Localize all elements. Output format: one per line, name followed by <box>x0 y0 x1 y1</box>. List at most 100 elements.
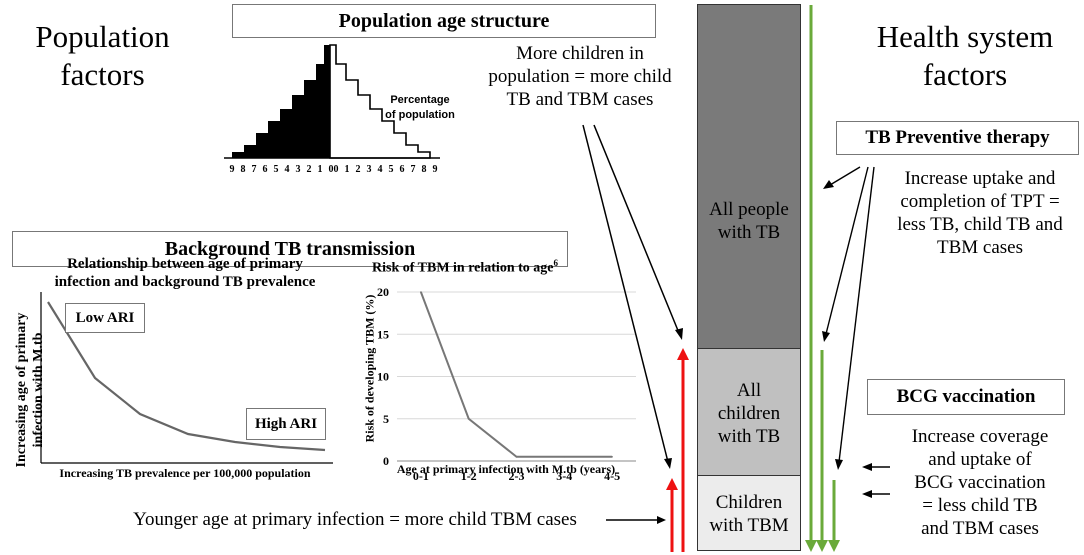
all-people-line1: All people <box>709 199 789 220</box>
children-arrow-to-tbm <box>582 124 669 463</box>
children-population-note: More children in population = more child… <box>468 42 692 111</box>
arrowhead-1 <box>675 328 683 340</box>
tpt-arrow-1 <box>829 166 861 186</box>
green-arrowhead-children <box>816 540 828 552</box>
pyramid-tick: 5 <box>274 164 279 175</box>
chart2-point <box>563 455 566 458</box>
tpt-arrowhead-1 <box>823 180 834 189</box>
pyramid-tick: 1 <box>345 164 350 175</box>
chart1-ylabel-line1: Increasing age of primary <box>14 312 29 468</box>
age-pyramid <box>224 44 440 159</box>
chart2-xtick: 3-4 <box>556 469 572 483</box>
chart2-ytick: 10 <box>377 370 389 384</box>
pyramid-tick: 5 <box>389 164 394 175</box>
chart2-point <box>420 291 422 293</box>
chart2-ytick: 20 <box>377 285 389 299</box>
tpt-text-line2: completion of TPT = <box>900 191 1060 212</box>
children-arrow-to-all-people <box>593 124 680 334</box>
tpt-text: Increase uptake and completion of TPT = … <box>880 167 1080 259</box>
background-transmission-title: Background TB transmission <box>12 231 568 267</box>
chart2-xtick: 1-2 <box>461 469 477 483</box>
chart1-xlabel: Increasing TB prevalence per 100,000 pop… <box>59 466 311 480</box>
children-note-line1: More children in <box>516 43 644 64</box>
all-children-line2: children <box>717 403 781 424</box>
chart2-point <box>611 455 613 458</box>
chart2-title-main: Risk of TBM in relation to age <box>372 260 554 276</box>
chart2-series-line <box>419 291 613 458</box>
pyramid-tick: 6 <box>263 164 268 175</box>
bcg-text-line4: = less child TB <box>922 495 1038 516</box>
bcg-arrowhead-1 <box>862 463 872 471</box>
tpt-title: TB Preventive therapy <box>836 121 1079 155</box>
chart2-ytick: 0 <box>383 454 389 468</box>
children-note-line3: TB and TBM cases <box>506 89 654 110</box>
pyramid-tick: 4 <box>378 164 383 175</box>
chart2-title: Risk of TBM in relation to age6 <box>372 258 602 277</box>
pyramid-tick: 2 <box>356 164 361 175</box>
chart1-title: Relationship between age of primary infe… <box>40 255 330 291</box>
health-system-factors-heading: Health system factors <box>845 18 1084 94</box>
pyramid-tick: 3 <box>296 164 301 175</box>
chart2-ytick: 5 <box>383 412 389 426</box>
pyramid-tick: 6 <box>400 164 405 175</box>
chart2-xtick: 2-3 <box>509 469 525 483</box>
pyramid-tick: 4 <box>285 164 290 175</box>
pyramid-label-2: of population <box>385 109 455 121</box>
pyramid-tick: 3 <box>367 164 372 175</box>
bcg-text-line3: BCG vaccination <box>914 472 1046 493</box>
chart1-axes <box>40 292 333 464</box>
pyramid-tick: 8 <box>422 164 427 175</box>
tpt-arrow-2 <box>825 166 869 335</box>
pyramid-tick: 0 <box>329 164 334 175</box>
chart1-title-line2: infection and background TB prevalence <box>54 274 316 290</box>
population-factors-heading: Population factors <box>0 18 205 94</box>
green-arrowhead-all <box>805 540 817 552</box>
red-arrowhead-short <box>666 478 678 490</box>
pyramid-tick: 7 <box>411 164 416 175</box>
bottom-note-arrowhead <box>657 516 666 524</box>
bcg-text-line2: and uptake of <box>928 449 1032 470</box>
bcg-arrowhead-2 <box>862 490 872 498</box>
pyramid-tick: 7 <box>252 164 257 175</box>
pyramid-tick: 9 <box>230 164 235 175</box>
chart1-ylabel-line2: infection with M.tb <box>31 332 46 448</box>
children-tbm-line2: with TBM <box>709 515 789 536</box>
chart2-point <box>467 417 470 420</box>
chart1-curve <box>47 301 326 452</box>
high-ari-label: High ARI <box>246 408 326 440</box>
chart2-ytick: 15 <box>377 327 389 341</box>
chart1-title-line1: Relationship between age of primary <box>67 256 303 272</box>
tpt-arrowhead-2 <box>822 331 830 342</box>
tpt-text-line1: Increase uptake and <box>904 168 1056 189</box>
chart2-xlabel: Age at primary infection with M.tb (year… <box>396 462 616 476</box>
pyramid-tick: 0 <box>334 164 339 175</box>
tpt-text-line3: less TB, child TB and <box>897 214 1063 235</box>
population-factors-line2: factors <box>60 57 145 92</box>
pyramid-tick: 9 <box>433 164 438 175</box>
bcg-title: BCG vaccination <box>867 379 1065 415</box>
children-tbm-label: Children with TBM <box>698 491 800 537</box>
all-people-block: All people with TB <box>697 4 801 349</box>
pyramid-left-half <box>232 45 330 158</box>
children-note-line2: population = more child <box>488 66 672 87</box>
arrowhead-2 <box>664 458 672 469</box>
pyramid-right-half <box>329 44 431 159</box>
all-children-label: All children with TB <box>698 379 800 448</box>
bcg-text-line1: Increase coverage <box>911 426 1049 447</box>
all-children-block: All children with TB <box>697 349 801 476</box>
younger-age-note: Younger age at primary infection = more … <box>133 509 577 530</box>
children-tbm-line1: Children <box>715 492 783 513</box>
chart2-ylabel: Risk of developing TBM (%) <box>362 294 377 443</box>
pyramid-label-1: Percentage <box>390 94 449 106</box>
children-tbm-block: Children with TBM <box>697 476 801 551</box>
bcg-text: Increase coverage and uptake of BCG vacc… <box>885 425 1075 540</box>
health-factors-line1: Health system <box>876 19 1054 54</box>
tpt-text-line4: TBM cases <box>936 237 1023 258</box>
age-structure-title: Population age structure <box>232 4 656 38</box>
chart2-xtick: 4-5 <box>604 469 620 483</box>
tpt-arrow-3 <box>838 166 875 463</box>
chart1-ylabel: Increasing age of primary infection with… <box>13 290 47 490</box>
tbm-risk-chart: 0 5 10 15 20 0-1 1-2 2-3 3-4 4-5 <box>377 285 636 483</box>
